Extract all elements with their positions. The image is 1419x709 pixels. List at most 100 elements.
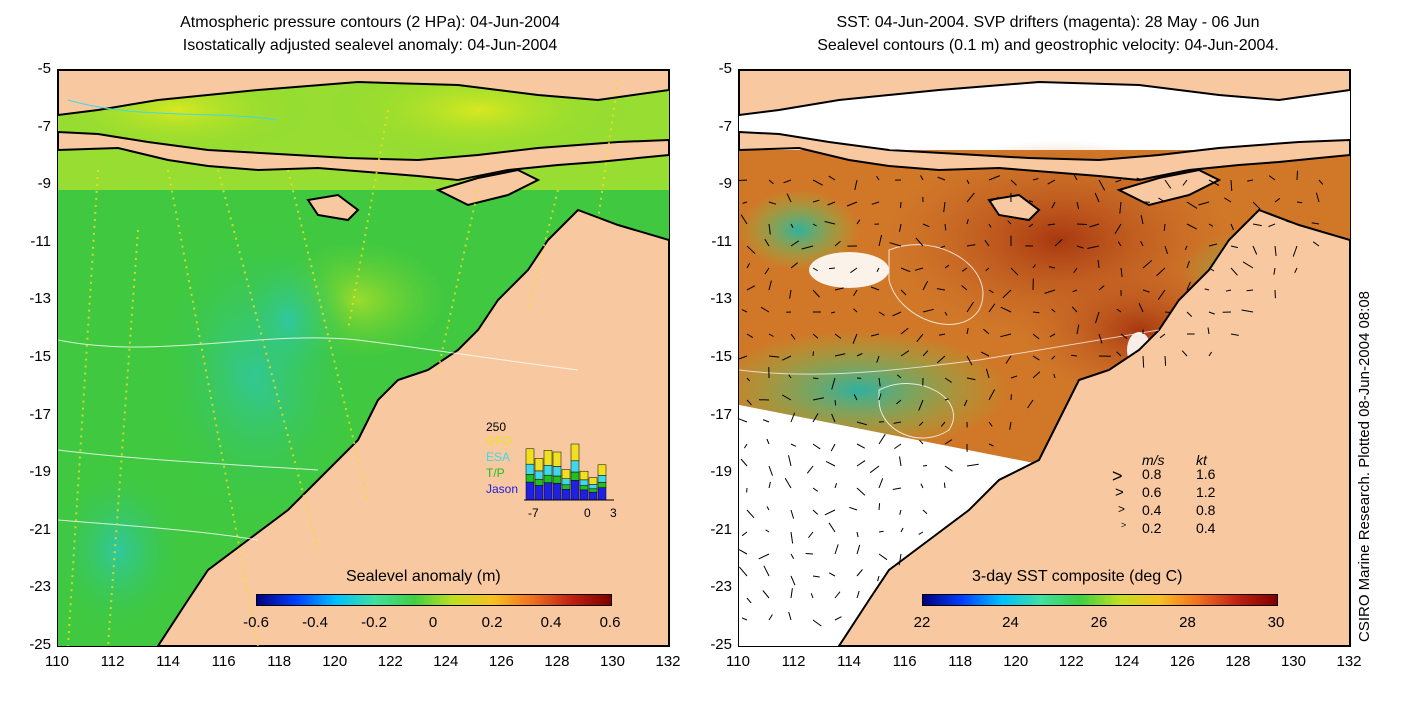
- velocity-legend-arrow-icon: >: [1115, 484, 1124, 501]
- velocity-arrow: [850, 267, 858, 274]
- velocity-arrow: [852, 333, 858, 344]
- velocity-arrow: [834, 544, 839, 555]
- velocity-arrow: [1142, 355, 1145, 368]
- right-colorbar: [922, 594, 1278, 606]
- velocity-arrow: [1140, 240, 1144, 247]
- velocity-arrow: [824, 221, 836, 225]
- right-ytick: -17: [710, 405, 732, 423]
- velocity-arrow: [938, 333, 946, 336]
- inset-bar-segment: [525, 474, 535, 483]
- inset-bar-segment: [588, 484, 598, 490]
- velocity-arrow: [1051, 308, 1056, 313]
- velocity-arrow: [1296, 170, 1298, 181]
- velocity-arrow: [739, 179, 748, 181]
- velocity-arrow: [1241, 309, 1254, 313]
- velocity-arrow: [1000, 333, 1012, 338]
- velocity-arrow: [812, 397, 824, 401]
- velocity-arrow: [805, 553, 814, 555]
- velocity-arrow: [856, 590, 860, 599]
- velocity-arrow: [1032, 178, 1039, 181]
- velocity-arrow: [856, 219, 861, 225]
- velocity-arrow: [871, 201, 880, 205]
- inset-bar-segment: [597, 482, 607, 488]
- velocity-arrow: [1164, 311, 1171, 313]
- left-colorbar-tick: -0.6: [243, 614, 269, 631]
- right-ytick: -13: [710, 290, 732, 308]
- velocity-arrow: [812, 575, 820, 578]
- velocity-arrow: [788, 611, 792, 621]
- inset-bar-segment: [579, 485, 589, 491]
- velocity-arrow: [742, 201, 748, 204]
- velocity-arrow: [878, 503, 881, 511]
- velocity-arrow: [1208, 179, 1220, 186]
- inset-bar-segment: [543, 474, 553, 483]
- velocity-arrow: [1005, 355, 1012, 364]
- inset-bar-segment: [570, 460, 580, 473]
- velocity-arrow: [1186, 281, 1191, 291]
- velocity-arrow: [966, 355, 973, 366]
- velocity-arrow: [812, 619, 822, 627]
- velocity-arrow: [808, 531, 814, 539]
- velocity-arrow: [936, 355, 946, 364]
- left-xtick: 116: [211, 653, 236, 670]
- velocity-arrow: [1028, 200, 1034, 203]
- velocity-arrow: [899, 509, 902, 515]
- velocity-arrow: [980, 351, 990, 357]
- velocity-arrow: [1028, 223, 1034, 228]
- left-ytick: -15: [29, 348, 51, 365]
- velocity-arrow: [876, 355, 880, 363]
- velocity-arrow: [1158, 197, 1166, 203]
- velocity-legend-kt: 1.6: [1196, 466, 1216, 482]
- velocity-arrow: [1242, 261, 1254, 269]
- velocity-arrow: [922, 280, 929, 291]
- right-ytick: -23: [710, 578, 732, 596]
- java-nusa-tenggara-islands: [58, 130, 669, 182]
- velocity-arrow: [746, 509, 755, 519]
- velocity-arrow: [1119, 201, 1122, 214]
- velocity-arrow: [746, 333, 754, 339]
- inset-bar-segment: [525, 481, 535, 501]
- velocity-arrow: [988, 175, 1001, 181]
- velocity-arrow: [988, 289, 994, 294]
- velocity-arrow: [1230, 245, 1239, 249]
- left-map-panel[interactable]: [57, 69, 670, 647]
- velocity-arrow: [1073, 267, 1078, 274]
- velocity-arrow: [743, 443, 748, 449]
- velocity-arrow: [1032, 371, 1041, 379]
- inset-bar-segment: [588, 491, 598, 501]
- left-xtick: 120: [322, 653, 348, 670]
- right-xtick: 128: [1225, 653, 1251, 670]
- velocity-arrow: [740, 214, 748, 225]
- velocity-arrow: [834, 287, 844, 291]
- velocity-arrow: [768, 280, 772, 291]
- velocity-arrow: [1049, 333, 1056, 338]
- velocity-arrow: [896, 374, 902, 379]
- velocity-arrow: [1181, 350, 1188, 357]
- sumba-island: [306, 193, 360, 222]
- inset-bar-segment: [561, 469, 571, 479]
- left-ytick: -23: [29, 578, 51, 596]
- velocity-arrow: [1089, 223, 1100, 228]
- velocity-arrow: [856, 460, 866, 467]
- velocity-arrow: [1198, 201, 1210, 206]
- velocity-arrow: [790, 240, 800, 247]
- velocity-arrow: [1285, 220, 1298, 225]
- velocity-arrow: [834, 483, 838, 489]
- velocity-arrow: [1115, 179, 1122, 183]
- right-title-line1: SST: 04-Jun-2004. SVP drifters (magenta)…: [836, 14, 1260, 31]
- velocity-arrow: [1136, 177, 1144, 181]
- velocity-arrow: [1273, 267, 1276, 275]
- velocity-arrow: [1292, 245, 1298, 257]
- velocity-arrow: [790, 412, 796, 423]
- velocity-arrow: [825, 460, 836, 467]
- velocity-arrow: [878, 553, 888, 561]
- inset-bar-segment: [552, 466, 562, 477]
- velocity-arrow: [1164, 245, 1168, 254]
- left-ytick: -19: [29, 463, 51, 481]
- left-ytick: -25: [29, 636, 51, 653]
- right-xtick: 126: [1169, 653, 1195, 670]
- right-map-panel[interactable]: [738, 69, 1351, 647]
- right-xtick: 116: [892, 653, 917, 670]
- velocity-arrow: [1204, 288, 1210, 291]
- right-colorbar-tick: 30: [1267, 614, 1285, 631]
